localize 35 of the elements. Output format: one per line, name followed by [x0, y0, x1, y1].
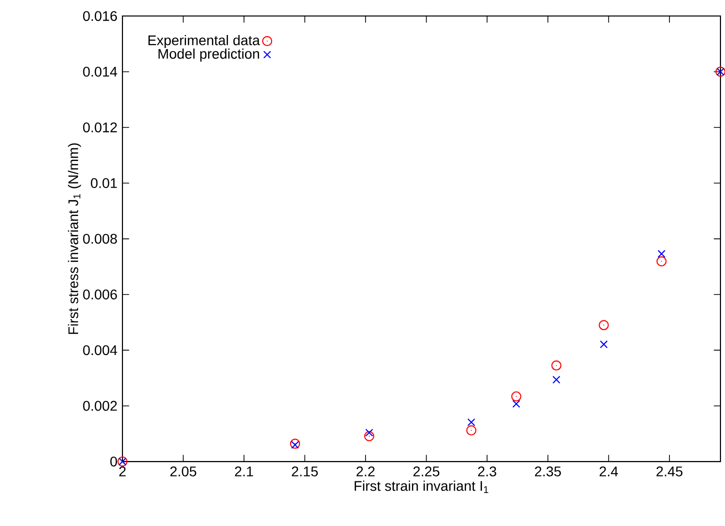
y-tick-label: 0: [110, 456, 117, 466]
point: [552, 376, 560, 384]
y-tick-label: 0.004: [83, 345, 118, 356]
x-tick-label: 2.45: [656, 466, 682, 476]
point: [512, 400, 520, 408]
y-tick-label: 0.008: [83, 234, 117, 244]
point: [600, 340, 608, 348]
x-tick-label: 2.35: [534, 466, 561, 476]
x-axis-title: First strain invariant I$_{1}$: [354, 480, 488, 493]
x-tick-label: 2.2: [356, 466, 375, 476]
x-tick-label: 2.05: [170, 466, 196, 476]
point: [658, 250, 666, 258]
legend-label: Experimental data: [148, 34, 260, 48]
y-tick-label: 0.014: [83, 66, 118, 77]
x-tick-label: 2: [119, 466, 126, 476]
y-tick-label: 0.006: [83, 289, 117, 300]
point: [466, 425, 476, 436]
legend-label: Model prediction: [158, 48, 260, 62]
y-tick-label: 0.016: [83, 11, 117, 21]
x-tick-label: 2.15: [292, 466, 318, 476]
point: [365, 428, 374, 436]
x-tick-label: 2.3: [478, 466, 496, 476]
x-tick-label: 2.25: [413, 466, 440, 476]
y-tick-label: 0.002: [83, 400, 117, 411]
point: [598, 320, 609, 330]
y-axis-title: First stress invariant J$_{1}$ (N/mm): [68, 143, 81, 334]
point: [551, 360, 562, 370]
y-tick-label: 0.01: [90, 178, 117, 188]
y-tick-label: 0.012: [83, 122, 117, 132]
point: [656, 256, 667, 266]
point: [511, 391, 522, 402]
point: [467, 418, 476, 426]
point: [364, 431, 374, 442]
x-tick-label: 2.4: [600, 466, 618, 476]
x-tick-label: 2.1: [235, 466, 254, 476]
